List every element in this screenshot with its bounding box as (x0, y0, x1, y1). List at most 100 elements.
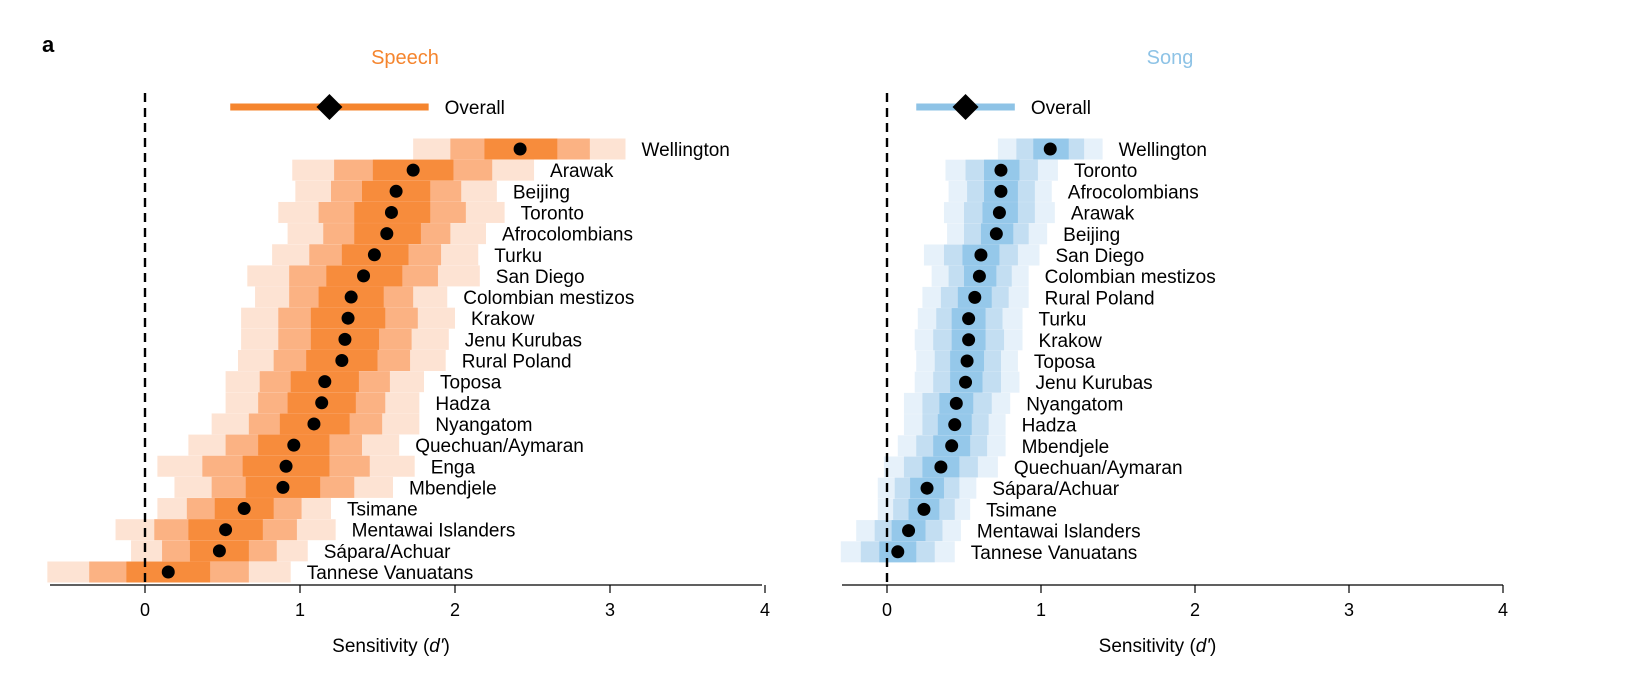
group-label: Rural Poland (462, 352, 572, 373)
estimate-point (972, 269, 986, 283)
group-label: Krakow (471, 309, 535, 330)
x-tick-label: 4 (760, 600, 770, 620)
x-tick-label: 0 (140, 600, 150, 620)
x-tick-label: 3 (605, 600, 615, 620)
estimate-point (959, 375, 973, 389)
estimate-point (380, 227, 394, 241)
group-label: Beijing (513, 182, 570, 203)
chart-panel-song: Song WellingtonTorontoAfrocolombiansArawa… (840, 47, 1508, 657)
group-label: Jenu Kurubas (465, 330, 582, 351)
estimate-point (962, 333, 976, 347)
group-label: Toronto (1074, 161, 1137, 182)
panel-label: a (42, 32, 55, 57)
group-label: Afrocolombians (1068, 182, 1199, 203)
estimate-point (212, 544, 226, 558)
group-label: Hadza (435, 394, 490, 415)
overall-diamond (952, 94, 979, 120)
group-label: Afrocolombians (502, 225, 633, 246)
estimate-point (949, 396, 963, 410)
estimate-point (960, 354, 974, 368)
group-label: Quechuan/Aymaran (415, 436, 584, 457)
estimate-point (994, 184, 1008, 198)
estimate-point (989, 227, 1003, 241)
estimate-point (279, 459, 293, 473)
group-label: Mentawai Islanders (352, 521, 516, 542)
group-label: Sápara/Achuar (992, 479, 1119, 500)
group-label: Jenu Kurubas (1035, 373, 1152, 394)
group-label: Hadza (1022, 416, 1077, 437)
x-tick-label: 1 (1036, 600, 1046, 620)
estimate-point (945, 439, 959, 453)
x-tick-label: 3 (1344, 600, 1354, 620)
chart-title: Speech (371, 47, 439, 69)
estimate-point (341, 311, 355, 325)
group-label: San Diego (1055, 246, 1144, 267)
overall-label: Overall (1031, 98, 1091, 119)
group-label: Colombian mestizos (463, 288, 634, 309)
estimate-point (406, 163, 420, 177)
estimate-point (338, 332, 352, 346)
group-label: Toposa (440, 373, 502, 394)
estimate-point (974, 248, 988, 262)
group-label: Tsimane (347, 500, 418, 521)
group-label: Nyangatom (435, 415, 532, 436)
chart-panel-speech: Speech Wellington ArawakBeijingTorontoAfro… (47, 47, 770, 657)
estimate-point (891, 545, 905, 559)
group-label: Tsimane (986, 500, 1057, 521)
overall-label: Overall (445, 98, 505, 119)
estimate-point (920, 481, 934, 495)
group-label: Tannese Vanuatans (971, 543, 1138, 564)
group-label: Rural Poland (1045, 288, 1155, 309)
overall-diamond (316, 94, 343, 120)
estimate-point (344, 290, 358, 304)
group-label: Enga (431, 457, 476, 478)
estimate-point (357, 269, 371, 283)
estimate-point (948, 418, 962, 432)
estimate-point (992, 206, 1006, 220)
estimate-point (513, 142, 527, 156)
estimate-point (384, 205, 398, 219)
group-label: Tannese Vanuatans (307, 563, 474, 584)
estimate-point (902, 524, 916, 538)
estimate-point (934, 460, 948, 474)
estimate-point (276, 480, 290, 494)
group-label: Mbendjele (1022, 437, 1110, 458)
x-axis-label: Sensitivity (d') (332, 636, 450, 657)
group-label: Beijing (1063, 225, 1120, 246)
group-label: Quechuan/Aymaran (1014, 458, 1183, 479)
estimate-point (318, 375, 332, 389)
group-label: Mbendjele (409, 478, 497, 499)
estimate-point (237, 502, 251, 516)
x-tick-label: 1 (295, 600, 305, 620)
estimate-point (1043, 142, 1057, 156)
estimate-point (219, 523, 233, 537)
estimate-point (307, 417, 321, 431)
group-label: Colombian mestizos (1045, 267, 1216, 288)
estimate-point (287, 438, 301, 452)
group-label: Wellington (642, 140, 730, 161)
estimate-point (962, 312, 976, 326)
group-label: Toronto (521, 203, 584, 224)
estimate-point (994, 163, 1008, 177)
group-label: Krakow (1039, 331, 1103, 352)
group-label: Arawak (1071, 204, 1135, 225)
group-label: Turku (1039, 310, 1087, 331)
estimate-point (161, 565, 175, 579)
x-tick-label: 2 (450, 600, 460, 620)
group-label: Toposa (1034, 352, 1096, 373)
group-label: Mentawai Islanders (977, 522, 1141, 543)
estimate-point (917, 502, 931, 516)
group-label: Turku (494, 246, 542, 267)
x-tick-label: 2 (1190, 600, 1200, 620)
x-axis-label: Sensitivity (d') (1099, 636, 1217, 657)
x-tick-label: 4 (1498, 600, 1508, 620)
estimate-point (335, 354, 349, 367)
estimate-point (367, 248, 381, 262)
group-label: Wellington (1119, 140, 1207, 161)
group-label: Arawak (550, 161, 614, 182)
estimate-point (389, 184, 403, 198)
group-label: Nyangatom (1026, 394, 1123, 415)
x-tick-label: 0 (882, 600, 892, 620)
